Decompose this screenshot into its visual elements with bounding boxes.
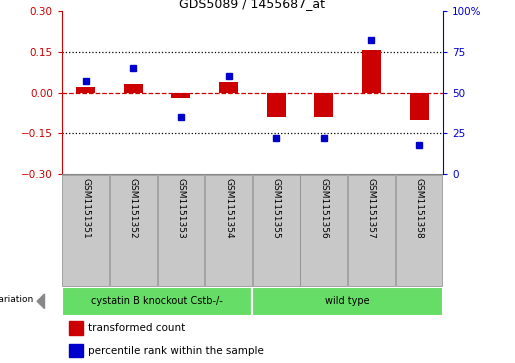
Text: GSM1151356: GSM1151356 (319, 178, 328, 238)
Text: GSM1151352: GSM1151352 (129, 178, 138, 238)
Text: percentile rank within the sample: percentile rank within the sample (89, 346, 264, 356)
Polygon shape (37, 294, 44, 309)
Bar (253, 175, 300, 286)
Text: GSM1151351: GSM1151351 (81, 178, 90, 238)
Bar (205, 175, 252, 286)
Bar (76, 87, 95, 93)
Text: cystatin B knockout Cstb-/-: cystatin B knockout Cstb-/- (91, 296, 223, 306)
Text: wild type: wild type (325, 296, 370, 306)
Bar (62, 287, 252, 316)
Bar (300, 175, 347, 286)
Bar (267, 93, 286, 117)
Text: GSM1151353: GSM1151353 (177, 178, 185, 238)
Bar (348, 175, 395, 286)
Text: GSM1151358: GSM1151358 (415, 178, 423, 238)
Text: transformed count: transformed count (89, 323, 186, 333)
Bar (62, 175, 109, 286)
Title: GDS5089 / 1455687_at: GDS5089 / 1455687_at (179, 0, 325, 10)
Text: GSM1151355: GSM1151355 (272, 178, 281, 238)
Bar (409, 93, 428, 120)
Text: GSM1151354: GSM1151354 (224, 178, 233, 238)
Bar (70, 344, 83, 357)
Bar (219, 82, 238, 93)
Bar (110, 175, 157, 286)
Bar (396, 175, 442, 286)
Bar (171, 93, 191, 98)
Bar (252, 287, 443, 316)
Text: GSM1151357: GSM1151357 (367, 178, 376, 238)
Bar (362, 50, 381, 93)
Bar (70, 322, 83, 335)
Bar (314, 93, 333, 117)
Text: genotype/variation: genotype/variation (0, 295, 34, 304)
Bar (158, 175, 204, 286)
Bar (124, 84, 143, 93)
